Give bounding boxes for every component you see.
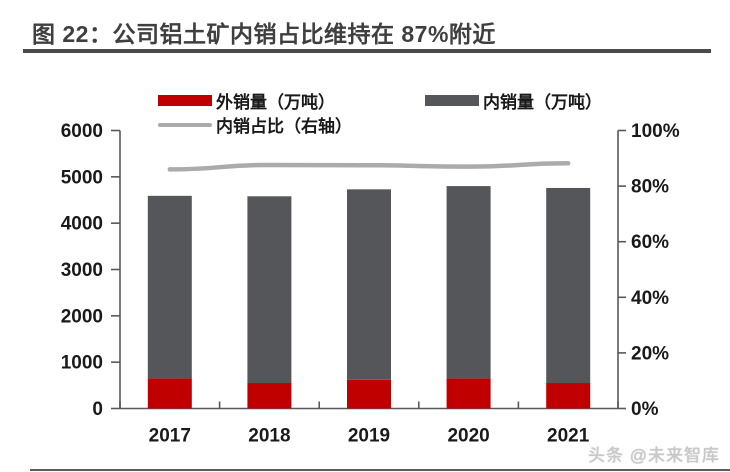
y-axis-left-label: 5000 xyxy=(61,167,103,188)
domestic-bar-swatch xyxy=(425,95,479,106)
export-bar-segment-2017 xyxy=(147,378,192,409)
ratio-line-swatch xyxy=(158,122,212,127)
domestic-bar-segment-2018 xyxy=(247,196,292,384)
bars xyxy=(147,186,591,409)
x-axis-label: 2018 xyxy=(248,426,290,447)
legend-item-domestic: 内销量（万吨） xyxy=(425,88,602,113)
export-bar-segment-2018 xyxy=(247,383,292,409)
y-axis-left-label: 3000 xyxy=(61,260,103,281)
domestic-ratio-line xyxy=(167,161,571,172)
domestic-bar-segment-2021 xyxy=(546,187,591,384)
domestic-bar-segment-2020 xyxy=(446,186,491,379)
export-bar-swatch xyxy=(158,95,212,106)
title-underline xyxy=(23,49,711,53)
bottom-divider xyxy=(30,469,730,471)
x-axis-label: 2019 xyxy=(348,426,390,447)
legend-item-export: 外销量（万吨） xyxy=(158,88,335,113)
y-axis-right-label: 0% xyxy=(631,399,659,420)
legend-label-export: 外销量（万吨） xyxy=(216,93,335,112)
y-axis-left-label: 6000 xyxy=(61,121,103,142)
legend-label-ratio: 内销占比（右轴） xyxy=(216,117,352,136)
y-axis-left-label: 4000 xyxy=(61,214,103,235)
x-axis-label: 2020 xyxy=(447,426,489,447)
domestic-bar-segment-2019 xyxy=(347,189,391,380)
export-bar-segment-2020 xyxy=(446,378,491,409)
y-axis-right-label: 20% xyxy=(631,343,669,364)
watermark: 头条 @未来智库 xyxy=(588,446,720,465)
y-axis-left-label: 0 xyxy=(92,399,103,420)
export-bar-segment-2019 xyxy=(347,379,391,409)
x-axis-label: 2021 xyxy=(547,426,590,447)
y-axis-right-label: 100% xyxy=(631,121,680,142)
figure-title: 图 22：公司铝土矿内销占比维持在 87%附近 xyxy=(32,21,496,47)
y-axis-left-label: 2000 xyxy=(61,306,103,327)
y-axis-left-label: 1000 xyxy=(61,353,103,374)
export-bar-segment-2021 xyxy=(546,383,591,409)
y-axis-right-label: 60% xyxy=(631,232,669,253)
y-axis-right-label: 80% xyxy=(631,177,669,198)
legend-item-ratio: 内销占比（右轴） xyxy=(158,112,352,137)
legend-label-domestic: 内销量（万吨） xyxy=(483,93,602,112)
domestic-bar-segment-2017 xyxy=(147,195,192,379)
y-axis-right-label: 40% xyxy=(631,288,669,309)
x-axis-label: 2017 xyxy=(149,426,191,447)
